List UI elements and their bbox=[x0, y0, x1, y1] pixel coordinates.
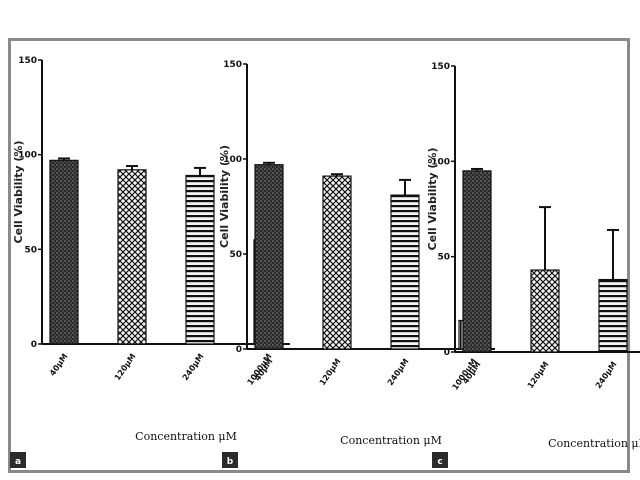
panel-letter-box bbox=[432, 452, 448, 468]
y-tick-label: 0 bbox=[236, 345, 242, 355]
bar bbox=[462, 170, 492, 353]
y-tick-label: 0 bbox=[444, 348, 450, 358]
bar bbox=[390, 194, 420, 350]
x-tick-label: 120μM bbox=[318, 357, 343, 387]
x-axis-label: Concentration μM bbox=[340, 434, 442, 447]
y-tick-label: 100 bbox=[223, 155, 242, 165]
x-tick-label: 240μM bbox=[386, 357, 411, 387]
bar bbox=[322, 175, 352, 350]
x-axis-label: Concentration μM bbox=[135, 430, 237, 443]
y-axis-label: Cell Viability (%) bbox=[426, 148, 439, 251]
y-tick-label: 50 bbox=[437, 253, 450, 263]
x-tick-label: 240μM bbox=[181, 352, 206, 382]
bar bbox=[598, 278, 628, 353]
x-tick-label: 240μM bbox=[594, 360, 619, 390]
y-tick-label: 50 bbox=[229, 250, 242, 260]
panel-letter-box bbox=[222, 452, 238, 468]
figure-frame bbox=[8, 38, 630, 473]
x-tick-label: 120μM bbox=[113, 352, 138, 382]
bar bbox=[49, 159, 79, 345]
panel-letter: a bbox=[15, 457, 21, 467]
x-tick-label: 120μM bbox=[526, 360, 551, 390]
y-tick-label: 50 bbox=[24, 245, 37, 255]
panel-letter: c bbox=[437, 457, 442, 467]
x-axis-label: Concentration μM bbox=[548, 437, 640, 450]
y-axis-label: Cell Viability (%) bbox=[12, 141, 25, 244]
bar bbox=[530, 269, 560, 353]
y-axis-label: Cell Viability (%) bbox=[218, 145, 231, 248]
bar bbox=[117, 169, 147, 345]
y-tick-label: 0 bbox=[31, 340, 37, 350]
y-tick-label: 150 bbox=[431, 62, 450, 72]
y-tick-label: 150 bbox=[18, 56, 37, 66]
y-tick-label: 100 bbox=[431, 157, 450, 167]
x-tick-label: 40μM bbox=[48, 352, 70, 378]
bar bbox=[185, 174, 215, 345]
panel-letter: b bbox=[227, 457, 234, 467]
y-tick-label: 150 bbox=[223, 60, 242, 70]
bar bbox=[254, 164, 284, 350]
y-tick-label: 100 bbox=[18, 151, 37, 161]
panel-letter-box bbox=[10, 452, 26, 468]
